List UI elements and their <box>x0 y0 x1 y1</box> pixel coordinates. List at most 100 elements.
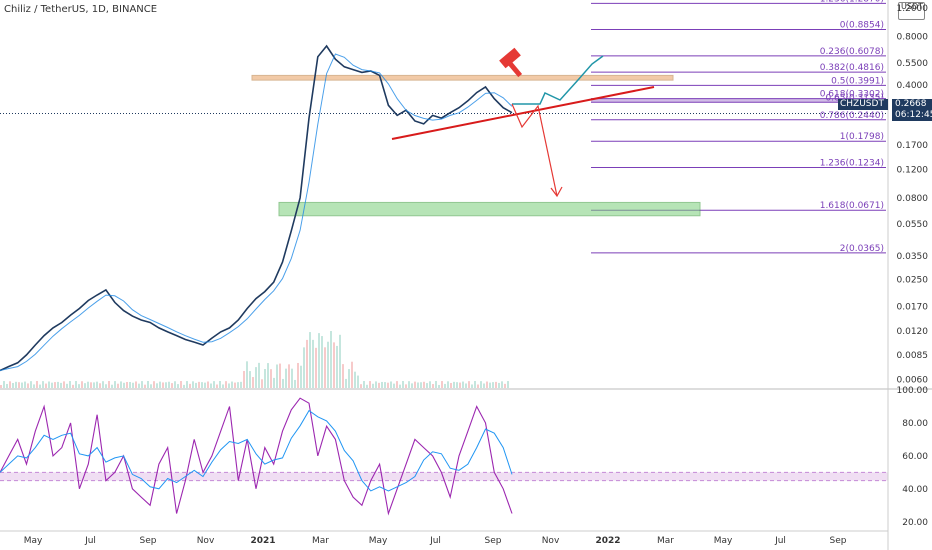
volume-bar <box>0 385 2 388</box>
volume-bar <box>465 383 467 388</box>
volume-bar <box>303 347 305 388</box>
fib-level-label: 1.618(0.0671) <box>820 201 884 211</box>
volume-bar <box>240 381 242 388</box>
volume-bar <box>444 383 446 388</box>
volume-bar <box>48 381 50 388</box>
volume-bar <box>504 383 506 388</box>
volume-bar <box>87 381 89 388</box>
bar-countdown: 06:12:45 <box>895 110 932 120</box>
volume-bar <box>27 383 29 388</box>
volume-bar <box>96 381 98 388</box>
time-tick-label: May <box>24 536 43 546</box>
volume-bar <box>198 381 200 388</box>
volume-bar <box>180 381 182 388</box>
volume-bar <box>204 382 206 388</box>
fib-level-label: 0.786(0.2440) <box>820 111 884 121</box>
volume-bar <box>354 371 356 388</box>
volume-bar <box>333 342 335 388</box>
volume-bar <box>267 363 269 388</box>
volume-bar <box>150 384 152 388</box>
golden-pocket-band <box>591 98 886 103</box>
volume-bar <box>408 381 410 388</box>
volume-bar <box>39 384 41 388</box>
fib-level-label: 0.236(0.6078) <box>820 47 884 57</box>
volume-bar <box>78 384 80 388</box>
volume-bar <box>177 384 179 388</box>
volume-bar <box>216 384 218 388</box>
arrow-head <box>550 186 563 198</box>
volume-bar <box>501 381 503 388</box>
volume-bar <box>84 383 86 388</box>
volume-bar <box>210 383 212 388</box>
volume-bar <box>105 384 107 388</box>
volume-bar <box>309 332 311 388</box>
volume-bar <box>99 383 101 388</box>
volume-bar <box>450 382 452 388</box>
volume-bar <box>51 382 53 388</box>
volume-bar <box>270 369 272 388</box>
volume-bar <box>24 381 26 388</box>
volume-bar <box>159 381 161 388</box>
volume-bar <box>369 381 371 388</box>
volume-bar <box>15 381 17 388</box>
symbol-tag: CHZUSDT <box>838 99 888 110</box>
volume-bar <box>330 331 332 388</box>
volume-bar <box>393 383 395 388</box>
volume-bar <box>120 381 122 388</box>
volume-bar <box>75 381 77 388</box>
volume-bar <box>213 381 215 388</box>
volume-bar <box>174 381 176 388</box>
volume-bar <box>462 381 464 388</box>
bullish-projection <box>512 55 604 105</box>
rsi-tick-label: 40.00 <box>902 485 928 495</box>
volume-bar <box>234 382 236 388</box>
price-tick-label: 0.1200 <box>897 166 929 176</box>
volume-bar <box>63 381 65 388</box>
price-pane: 1.236(1.2870) 0(0.8854) 0.236(0.6078) 0.382… <box>0 0 888 388</box>
volume-bar <box>195 382 197 388</box>
volume-bar <box>477 384 479 388</box>
volume-bar <box>435 381 437 388</box>
price-tick-label: 0.1700 <box>897 141 929 151</box>
volume-bar <box>321 336 323 388</box>
volume-bar <box>279 363 281 388</box>
volume-bar <box>189 383 191 388</box>
time-tick-label: Mar <box>312 536 329 546</box>
price-series-line <box>0 44 513 372</box>
fib-level-label: 1(0.1798) <box>840 132 884 142</box>
currency-label: USDT <box>901 2 923 11</box>
currency-box[interactable]: USDT <box>898 2 925 20</box>
volume-bar <box>258 362 260 388</box>
time-tick-label: Nov <box>197 536 215 546</box>
volume-bar <box>66 383 68 388</box>
volume-bar <box>114 381 116 388</box>
rsi-tick-label: 20.00 <box>902 518 928 528</box>
time-tick-label: 2022 <box>595 536 620 546</box>
rsi-line <box>0 397 513 516</box>
price-tick-label: 0.4000 <box>897 81 929 91</box>
volume-bar <box>57 381 59 388</box>
volume-bar <box>9 381 11 388</box>
time-tick-label: Sep <box>830 536 847 546</box>
trendline <box>391 86 655 140</box>
volume-bar <box>285 368 287 388</box>
volume-bar <box>459 382 461 388</box>
current-price: 0.2668 <box>895 99 927 109</box>
volume-bar <box>498 382 500 388</box>
volume-bar <box>432 384 434 388</box>
fib-level-label: 1.236(0.1234) <box>820 159 884 169</box>
volume-bar <box>21 382 23 388</box>
bearish-projection <box>511 103 558 197</box>
volume-bar <box>246 361 248 388</box>
volume-bar <box>318 333 320 388</box>
time-tick-label: Jul <box>84 536 96 546</box>
volume-bar <box>324 347 326 388</box>
volume-bar <box>402 381 404 388</box>
hammer-handle-icon <box>506 60 523 78</box>
time-tick-label: May <box>369 536 388 546</box>
volume-bar <box>381 381 383 388</box>
volume-bar <box>288 364 290 388</box>
volume-bar <box>315 347 317 388</box>
